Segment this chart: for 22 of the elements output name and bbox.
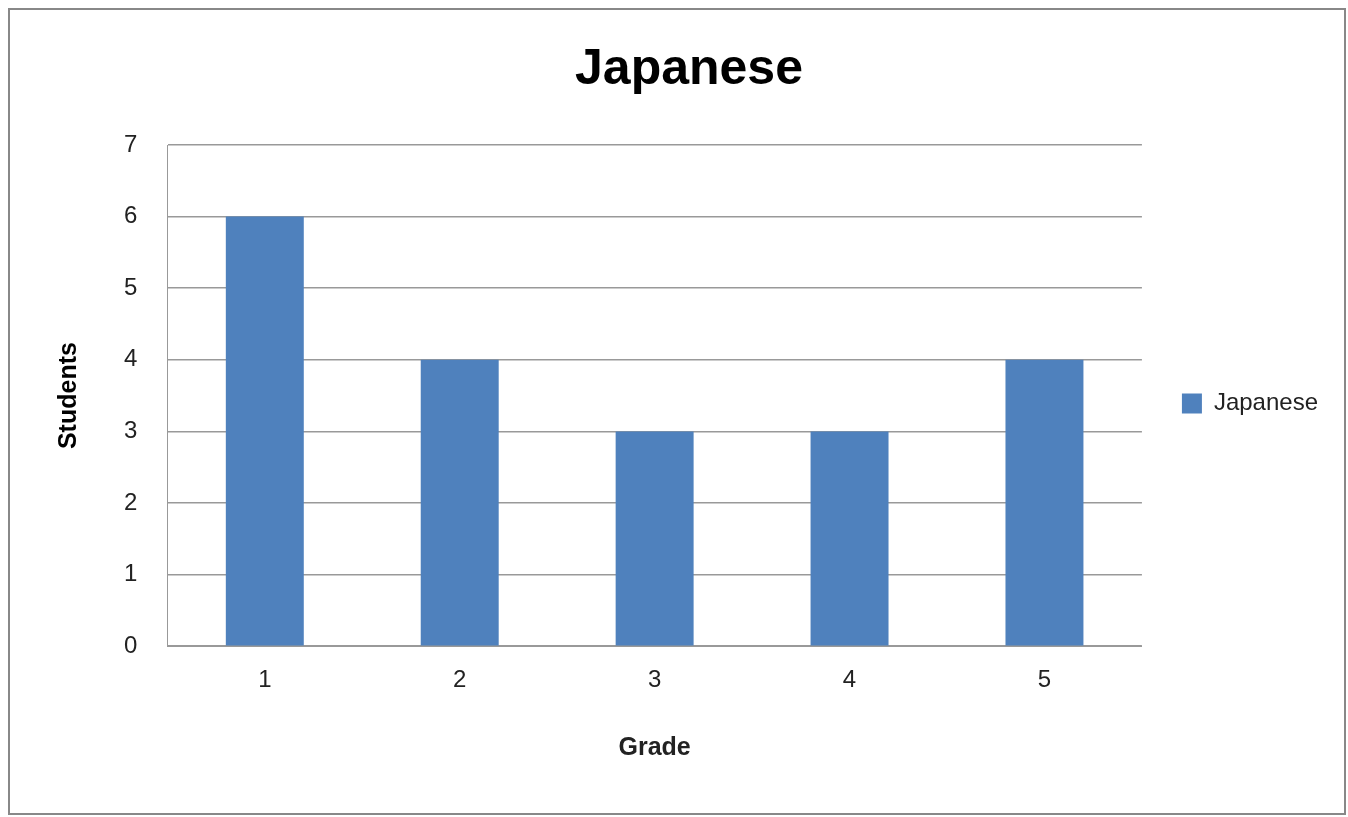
y-tick-label: 1	[123, 559, 138, 587]
bar	[615, 431, 694, 646]
x-tick-label: 4	[842, 665, 857, 693]
x-tick-label: 1	[258, 665, 272, 693]
bar	[810, 431, 889, 646]
bar	[1005, 359, 1084, 646]
chart-title: Japanese	[575, 38, 803, 95]
y-axis-title: Students	[52, 342, 81, 450]
y-tick-label: 6	[123, 201, 138, 229]
bar	[420, 359, 499, 646]
bar	[225, 216, 304, 646]
y-tick-label: 3	[123, 416, 138, 444]
y-tick-label: 2	[123, 487, 138, 515]
x-axis-title: Grade	[618, 731, 691, 760]
x-tick-label: 2	[453, 665, 467, 693]
x-tick-label: 3	[647, 665, 662, 693]
y-tick-label: 5	[123, 272, 138, 300]
x-tick-label: 5	[1037, 665, 1052, 693]
y-tick-label: 0	[123, 630, 138, 658]
legend-label: Japanese	[1213, 388, 1319, 416]
y-tick-label: 4	[123, 344, 138, 372]
y-tick-label: 7	[123, 129, 138, 157]
